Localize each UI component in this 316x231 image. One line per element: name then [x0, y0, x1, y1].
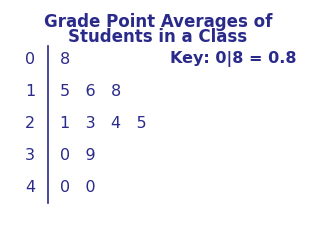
Text: 4: 4 [25, 179, 35, 195]
Text: 2: 2 [25, 116, 35, 131]
Text: Students in a Class: Students in a Class [69, 28, 247, 46]
Text: 5   6   8: 5 6 8 [60, 83, 121, 98]
Text: Grade Point Averages of: Grade Point Averages of [44, 13, 272, 31]
Text: Key: 0|8 = 0.8: Key: 0|8 = 0.8 [170, 51, 296, 67]
Text: 0: 0 [25, 52, 35, 67]
Text: 1: 1 [25, 83, 35, 98]
Text: 0   9: 0 9 [60, 148, 96, 162]
Text: 8: 8 [60, 52, 70, 67]
Text: 1   3   4   5: 1 3 4 5 [60, 116, 147, 131]
Text: 3: 3 [25, 148, 35, 162]
Text: 0   0: 0 0 [60, 179, 96, 195]
